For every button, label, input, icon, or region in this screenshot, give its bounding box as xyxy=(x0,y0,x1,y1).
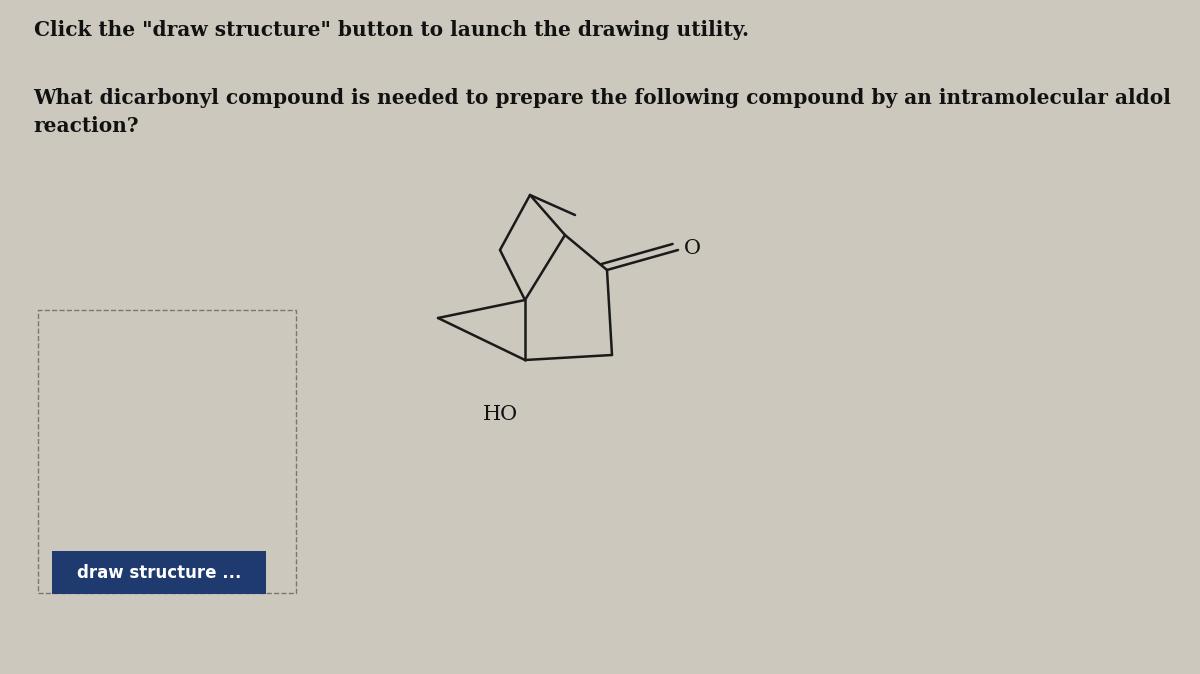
Text: O: O xyxy=(684,239,701,257)
Text: What dicarbonyl compound is needed to prepare the following compound by an intra: What dicarbonyl compound is needed to pr… xyxy=(34,88,1171,135)
Text: Click the "draw structure" button to launch the drawing utility.: Click the "draw structure" button to lau… xyxy=(34,20,749,40)
Bar xyxy=(38,310,296,593)
Text: draw structure ...: draw structure ... xyxy=(77,564,241,582)
Text: HO: HO xyxy=(482,406,517,425)
FancyBboxPatch shape xyxy=(52,551,266,594)
